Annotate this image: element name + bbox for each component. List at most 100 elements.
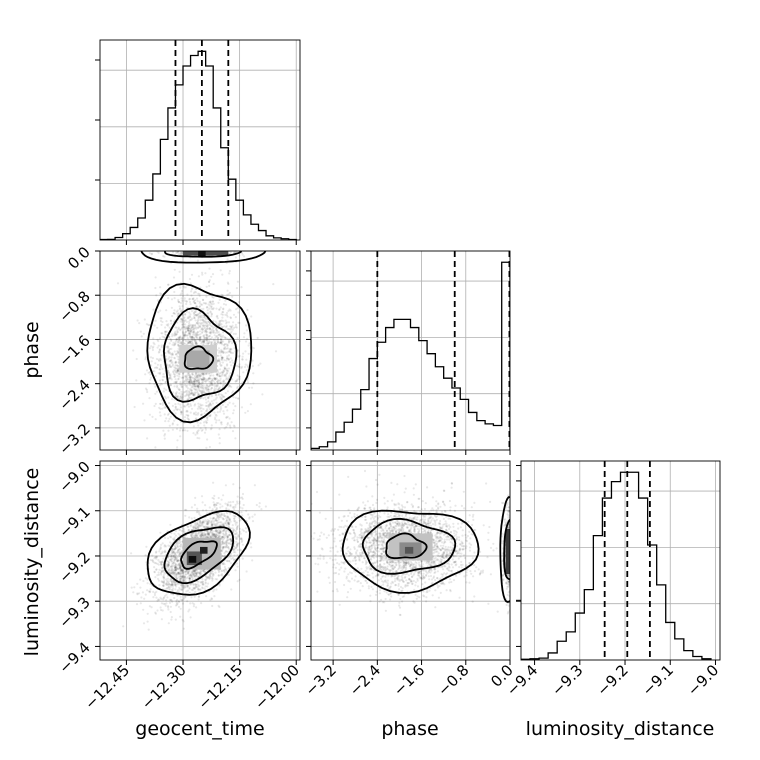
luminosity-distance-vs-geocent-time-point	[183, 597, 186, 600]
luminosity-distance-vs-geocent-time-point	[188, 516, 191, 519]
luminosity-distance-vs-geocent-time-point	[222, 535, 225, 538]
phase-vs-geocent-time-point	[234, 316, 237, 319]
phase-vs-geocent-time-point	[168, 356, 171, 359]
luminosity-distance-vs-geocent-time-point	[205, 520, 208, 523]
phase-vs-geocent-time-point	[188, 298, 191, 301]
luminosity-distance-vs-geocent-time-point	[192, 587, 195, 590]
phase-vs-geocent-time-point	[231, 359, 234, 362]
phase-vs-geocent-time-point	[165, 358, 168, 361]
phase-vs-geocent-time-point	[217, 334, 220, 337]
luminosity-distance-vs-geocent-time-point	[229, 553, 232, 556]
luminosity-distance-vs-geocent-time-point	[205, 576, 208, 579]
phase-vs-geocent-time-point	[207, 389, 210, 392]
luminosity-distance-vs-geocent-time-point	[199, 588, 202, 591]
luminosity-distance-vs-geocent-time-point	[212, 573, 215, 576]
luminosity-distance-vs-geocent-time-point	[160, 597, 163, 601]
luminosity-distance-vs-geocent-time-point	[211, 572, 214, 575]
luminosity-distance-vs-geocent-time-point	[232, 551, 235, 554]
luminosity-distance-vs-geocent-time-point	[221, 548, 224, 551]
luminosity-distance-vs-geocent-time-point	[236, 495, 239, 498]
phase-vs-geocent-time-point	[178, 252, 181, 255]
phase-vs-geocent-time-point	[234, 405, 237, 408]
phase-vs-geocent-time-point	[208, 334, 212, 337]
luminosity-distance-vs-geocent-time-point	[177, 550, 180, 553]
phase-vs-geocent-time-point	[206, 325, 209, 328]
luminosity-distance-vs-geocent-time-point	[172, 581, 176, 585]
phase-vs-geocent-time-point	[222, 381, 225, 384]
phase-vs-geocent-time-point	[226, 369, 229, 372]
luminosity-distance-vs-geocent-time-point	[140, 596, 143, 599]
phase-vs-geocent-time-point	[194, 384, 197, 387]
luminosity-distance-vs-geocent-time-point	[179, 565, 182, 568]
luminosity-distance-vs-geocent-time-point	[173, 538, 176, 542]
luminosity-distance-vs-geocent-time-point	[177, 600, 180, 603]
phase-vs-geocent-time-point	[164, 380, 167, 384]
luminosity-distance-vs-geocent-time-point	[144, 554, 147, 557]
phase-vs-geocent-time-point	[218, 375, 222, 378]
phase-vs-geocent-time-point	[150, 364, 153, 367]
phase-vs-geocent-time-point	[198, 375, 201, 378]
luminosity-distance-vs-geocent-time-point	[189, 583, 192, 586]
phase-vs-geocent-time-point	[184, 330, 188, 334]
phase-vs-geocent-time-point	[168, 351, 171, 354]
luminosity-distance-vs-geocent-time-point	[221, 554, 224, 558]
phase-vs-geocent-time-point	[198, 322, 201, 325]
phase-vs-geocent-time-point	[180, 317, 183, 320]
phase-vs-geocent-time-point	[244, 340, 248, 343]
phase-vs-geocent-time-point	[186, 387, 190, 390]
phase-vs-geocent-time-point	[234, 380, 237, 383]
luminosity-distance-vs-geocent-time-point	[208, 506, 211, 509]
phase-vs-geocent-time-point	[172, 251, 175, 254]
phase-vs-geocent-time-point	[152, 341, 155, 344]
phase-vs-geocent-time-point	[193, 374, 197, 377]
phase-vs-geocent-time-point	[242, 352, 245, 355]
luminosity-distance-vs-geocent-time-point	[142, 608, 145, 611]
luminosity-distance-vs-geocent-time-point	[215, 522, 218, 525]
phase-vs-geocent-time-point	[224, 373, 227, 376]
luminosity-distance-vs-geocent-time-point	[177, 572, 180, 576]
phase-vs-geocent-time-point	[182, 376, 185, 379]
phase-vs-geocent-time-point	[226, 357, 229, 360]
phase-vs-geocent-time-point	[186, 329, 189, 332]
luminosity-distance-vs-geocent-time-point	[168, 583, 171, 586]
phase-vs-geocent-time-point	[197, 429, 200, 432]
luminosity-distance-vs-geocent-time-point	[201, 582, 205, 586]
luminosity-distance-vs-geocent-time-point	[206, 569, 209, 572]
phase-vs-geocent-time-point	[199, 311, 202, 314]
phase-vs-geocent-time-point	[184, 313, 187, 316]
phase-vs-geocent-time-point	[181, 337, 184, 340]
phase-vs-geocent-time-point	[198, 381, 201, 384]
luminosity-distance-vs-geocent-time-point	[156, 599, 159, 602]
phase-vs-geocent-time-point	[208, 377, 211, 380]
phase-vs-geocent-time-point	[235, 326, 238, 329]
phase-vs-geocent-time-point	[171, 335, 174, 338]
phase-vs-geocent-time-point	[219, 342, 222, 345]
phase-vs-geocent-time-point	[188, 335, 192, 338]
luminosity-distance-vs-geocent-time-point	[167, 606, 170, 609]
phase-vs-geocent-time-point	[177, 343, 180, 347]
phase-vs-geocent-time-point	[191, 342, 194, 345]
phase-vs-geocent-time-point	[180, 396, 183, 399]
phase-vs-geocent-time-point	[176, 408, 179, 411]
phase-vs-geocent-time-density-cell	[183, 251, 229, 256]
phase-vs-geocent-time-point	[174, 332, 177, 335]
luminosity-distance-vs-geocent-time-point	[223, 529, 226, 532]
phase-vs-geocent-time-point	[192, 330, 195, 334]
phase-vs-geocent-time-point	[171, 404, 174, 407]
luminosity-distance-vs-geocent-time-point	[183, 530, 186, 533]
phase-vs-geocent-time-point	[211, 382, 214, 385]
phase-vs-geocent-time-point	[197, 312, 200, 315]
luminosity-distance-vs-geocent-time-point	[229, 537, 232, 541]
phase-vs-geocent-time-point	[201, 322, 204, 325]
luminosity-distance-vs-geocent-time-point	[224, 568, 227, 571]
phase-vs-geocent-time-point	[171, 333, 174, 336]
phase-vs-geocent-time-point	[178, 339, 181, 342]
phase-vs-geocent-time-point	[163, 406, 166, 409]
luminosity-distance-vs-geocent-time-point	[190, 588, 193, 591]
phase-vs-geocent-time-point	[207, 377, 211, 380]
luminosity-distance-vs-geocent-time-point	[234, 536, 237, 539]
phase-vs-geocent-time-point	[169, 365, 172, 368]
phase-vs-geocent-time-point	[189, 340, 192, 343]
luminosity-distance-vs-geocent-time-point	[212, 516, 215, 520]
phase-vs-geocent-time-point	[213, 387, 216, 390]
